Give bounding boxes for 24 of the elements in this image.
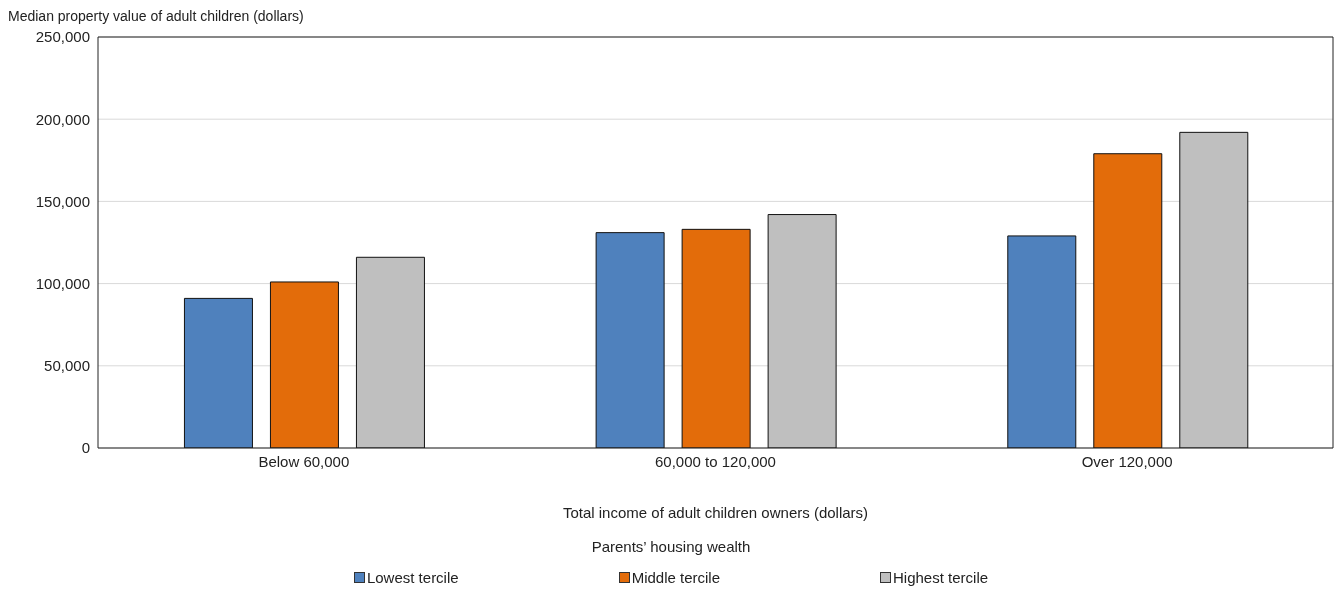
y-axis-title: Median property value of adult children (dollars) (8, 8, 305, 24)
x-tick-label: Over 120,000 (1081, 452, 1173, 470)
x-tick-label: 60,000 to 120,000 (655, 452, 776, 470)
bar (767, 214, 837, 448)
y-tick-label: 50,000 (44, 357, 90, 375)
bar (355, 256, 425, 448)
bar (595, 232, 665, 448)
bar (269, 281, 339, 448)
x-axis-title: Total income of adult children owners (dollars) (562, 504, 869, 521)
legend-label: Middle tercile (630, 569, 721, 586)
legend-title: Parents’ housing wealth (590, 538, 752, 555)
legend-label: Highest tercile (892, 569, 989, 586)
x-tick-label: Below 60,000 (258, 452, 350, 470)
legend-label: Lowest tercile (365, 569, 459, 586)
y-tick-label: 0 (81, 439, 90, 457)
bar (1093, 153, 1163, 448)
bar (1179, 131, 1249, 448)
y-tick-label: 100,000 (35, 274, 90, 292)
y-tick-label: 200,000 (35, 110, 90, 128)
bar (183, 297, 253, 448)
bar (1007, 235, 1077, 448)
y-tick-label: 250,000 (35, 28, 90, 46)
y-tick-label: 150,000 (35, 192, 90, 210)
bar (681, 228, 751, 448)
